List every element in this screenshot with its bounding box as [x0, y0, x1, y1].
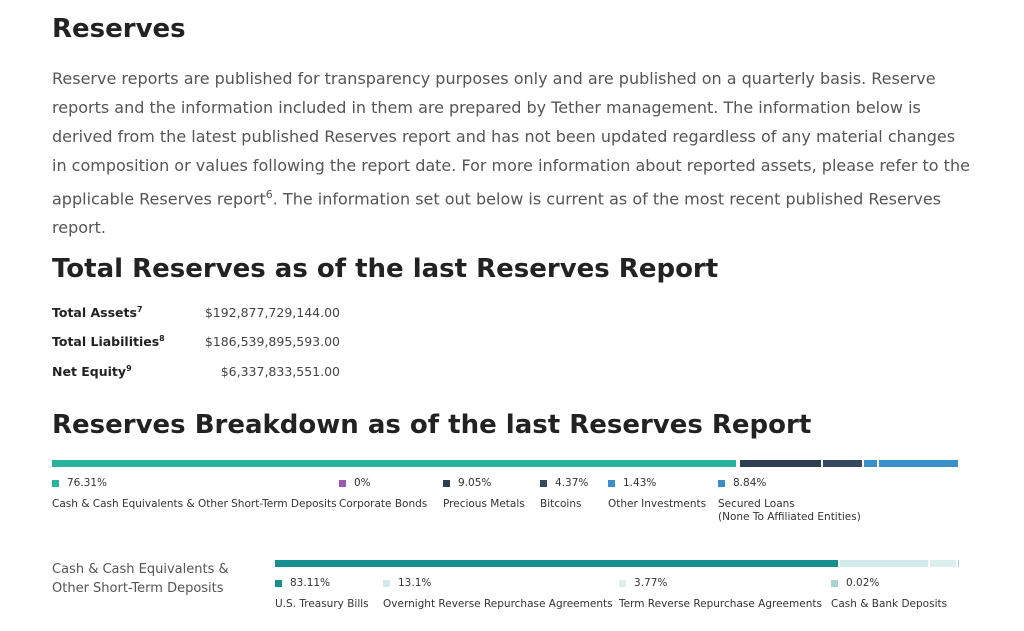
- bar-segment: [52, 460, 736, 467]
- legend-label: U.S. Treasury Bills: [275, 598, 369, 610]
- total-value: $192,877,729,144.00: [204, 305, 340, 320]
- value-label: 8.84%: [733, 477, 767, 489]
- legend-value: 8.84%: [718, 477, 861, 490]
- legend-item: 8.84% Secured Loans (None To Affiliated E…: [718, 477, 861, 524]
- legend-label: Secured Loans (None To Affiliated Entiti…: [718, 498, 861, 523]
- legend-item: 83.11% U.S. Treasury Bills: [275, 577, 369, 611]
- legend-value: 83.11%: [275, 577, 369, 590]
- value-label: 13.1%: [398, 577, 432, 589]
- legend-item: 1.43% Other Investments: [608, 477, 706, 511]
- total-label: Total Assets7: [52, 305, 143, 320]
- bar-segment: [822, 460, 862, 467]
- legend-swatch: [339, 480, 346, 487]
- legend-item: 13.1% Overnight Reverse Repurchase Agreem…: [383, 577, 613, 611]
- stacked-bar: [275, 560, 958, 567]
- legend-swatch: [383, 580, 390, 587]
- bar-segment: [930, 560, 956, 567]
- chart-title: Cash & Cash Equivalents & Other Short-Te…: [52, 562, 229, 596]
- total-value: $6,337,833,551.00: [220, 364, 340, 379]
- legend-value: 9.05%: [443, 477, 525, 490]
- legend-swatch: [619, 580, 626, 587]
- legend-swatch: [718, 480, 725, 487]
- legend-swatch: [540, 480, 547, 487]
- value-label: 0.02%: [846, 577, 880, 589]
- footnote-ref: 6: [265, 188, 273, 201]
- value-label: 0%: [354, 477, 371, 489]
- bar-segment: [739, 460, 821, 467]
- legend-value: 76.31%: [52, 477, 337, 490]
- legend-item: 0.02% Cash & Bank Deposits: [831, 577, 947, 611]
- legend-swatch: [608, 480, 615, 487]
- legend-label: Other Investments: [608, 498, 707, 510]
- legend-item: 76.31% Cash & Cash Equivalents & Other Sh…: [52, 477, 337, 511]
- legend-label: Corporate Bonds: [339, 498, 428, 510]
- legend-item: 4.37% Bitcoins: [540, 477, 588, 511]
- stacked-bar: [52, 460, 958, 467]
- legend-item: 9.05% Precious Metals: [443, 477, 525, 511]
- bar-segment: [878, 460, 958, 467]
- legend-label: Term Reverse Repurchase Agreements: [619, 598, 822, 610]
- intro: Reserve reports are published for transp…: [52, 64, 972, 242]
- legend-value: 0%: [339, 477, 427, 490]
- legend-label: Overnight Reverse Repurchase Agreements: [383, 598, 613, 610]
- intro-text: Reserve reports are published for transp…: [52, 69, 970, 209]
- total-label: Net Equity9: [52, 364, 132, 379]
- legend-label: Cash & Bank Deposits: [831, 598, 948, 610]
- bar-segment: [275, 560, 838, 567]
- footnote-ref: 7: [136, 305, 143, 314]
- value-label: 1.43%: [623, 477, 657, 489]
- legend-value: 3.77%: [619, 577, 822, 590]
- legend-label: Cash & Cash Equivalents & Other Short-Te…: [52, 498, 337, 510]
- section-title: Reserves Breakdown as of the last Reserv…: [52, 410, 812, 440]
- total-label-text: Total Liabilities: [52, 334, 160, 350]
- legend-value: 1.43%: [608, 477, 706, 490]
- value-label: 83.11%: [290, 577, 331, 589]
- total-label-text: Total Assets: [52, 305, 137, 321]
- legend-swatch: [52, 480, 59, 487]
- value-label: 4.37%: [555, 477, 589, 489]
- footnote-ref: 9: [126, 364, 132, 373]
- legend-label: Precious Metals: [443, 498, 525, 510]
- footnote-ref: 8: [159, 334, 165, 343]
- section-title: Total Reserves as of the last Reserves R…: [52, 254, 719, 284]
- value-label: 76.31%: [67, 477, 108, 489]
- value-label: 3.77%: [634, 577, 668, 589]
- legend-swatch: [275, 580, 282, 587]
- total-label-text: Net Equity: [52, 364, 127, 380]
- legend-value: 4.37%: [540, 477, 588, 490]
- bar-segment: [839, 560, 929, 567]
- total-label: Total Liabilities8: [52, 334, 165, 349]
- title: Reserves: [52, 14, 186, 44]
- legend-item: 3.77% Term Reverse Repurchase Agreements: [619, 577, 822, 611]
- legend-value: 13.1%: [383, 577, 613, 590]
- legend-swatch: [443, 480, 450, 487]
- legend-label: Bitcoins: [540, 498, 582, 510]
- legend-value: 0.02%: [831, 577, 947, 590]
- bar-segment: [863, 460, 877, 467]
- legend-swatch: [831, 580, 838, 587]
- intro-text: . The information set out below is curre…: [52, 189, 942, 238]
- legend-item: 0% Corporate Bonds: [339, 477, 427, 511]
- value-label: 9.05%: [458, 477, 492, 489]
- total-value: $186,539,895,593.00: [204, 334, 340, 349]
